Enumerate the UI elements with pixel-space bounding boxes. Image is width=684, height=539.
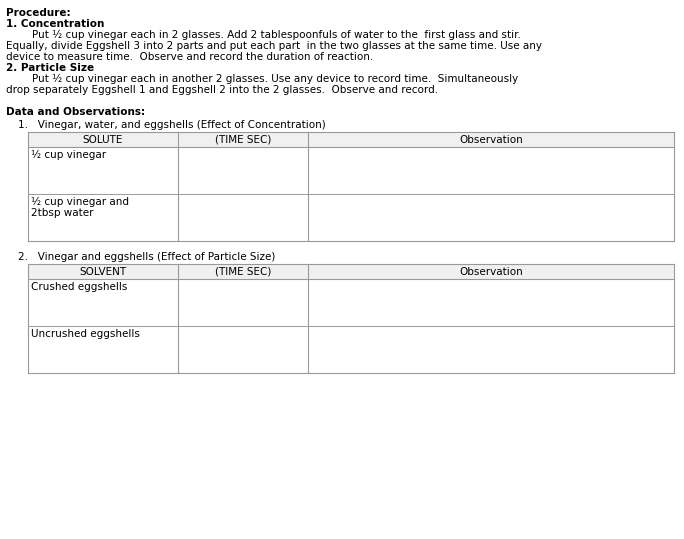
Text: 1. Concentration: 1. Concentration	[6, 19, 105, 29]
Text: (TIME SEC): (TIME SEC)	[215, 135, 271, 145]
Text: 2.   Vinegar and eggshells (Effect of Particle Size): 2. Vinegar and eggshells (Effect of Part…	[18, 252, 276, 262]
Text: Observation: Observation	[459, 267, 523, 277]
Text: device to measure time.  Observe and record the duration of reaction.: device to measure time. Observe and reco…	[6, 52, 373, 62]
Text: (TIME SEC): (TIME SEC)	[215, 267, 271, 277]
Text: ½ cup vinegar: ½ cup vinegar	[31, 150, 106, 160]
Text: Uncrushed eggshells: Uncrushed eggshells	[31, 329, 140, 339]
Text: Put ½ cup vinegar each in 2 glasses. Add 2 tablespoonfuls of water to the  first: Put ½ cup vinegar each in 2 glasses. Add…	[6, 30, 521, 40]
Text: Equally, divide Eggshell 3 into 2 parts and put each part  in the two glasses at: Equally, divide Eggshell 3 into 2 parts …	[6, 41, 542, 51]
Text: Data and Observations:: Data and Observations:	[6, 107, 145, 117]
Text: 2. Particle Size: 2. Particle Size	[6, 63, 94, 73]
Text: ½ cup vinegar and: ½ cup vinegar and	[31, 197, 129, 207]
Text: SOLUTE: SOLUTE	[83, 135, 123, 145]
Text: Observation: Observation	[459, 135, 523, 145]
Text: Procedure:: Procedure:	[6, 8, 70, 18]
Bar	[28, 264, 674, 279]
Text: Crushed eggshells: Crushed eggshells	[31, 282, 127, 292]
Text: 1.   Vinegar, water, and eggshells (Effect of Concentration): 1. Vinegar, water, and eggshells (Effect…	[18, 120, 326, 130]
Text: SOLVENT: SOLVENT	[79, 267, 127, 277]
Bar	[28, 132, 674, 147]
Text: drop separately Eggshell 1 and Eggshell 2 into the 2 glasses.  Observe and recor: drop separately Eggshell 1 and Eggshell …	[6, 85, 438, 95]
Text: Put ½ cup vinegar each in another 2 glasses. Use any device to record time.  Sim: Put ½ cup vinegar each in another 2 glas…	[6, 74, 518, 84]
Text: 2tbsp water: 2tbsp water	[31, 208, 94, 218]
